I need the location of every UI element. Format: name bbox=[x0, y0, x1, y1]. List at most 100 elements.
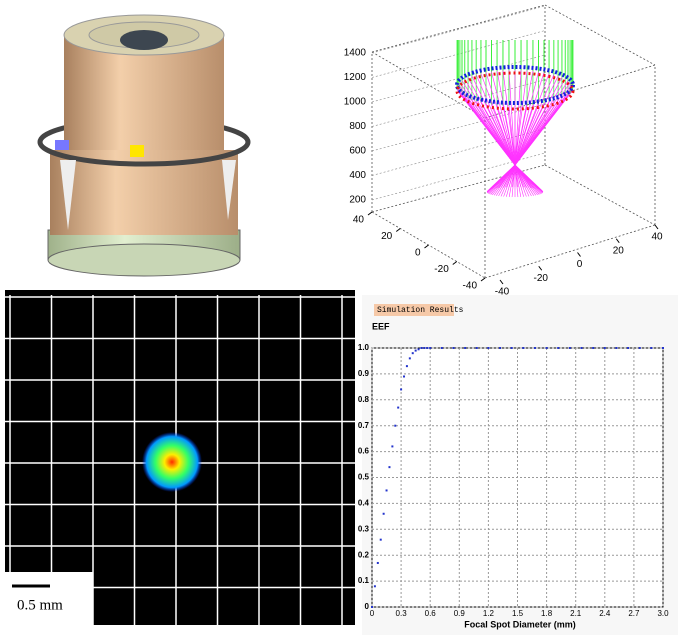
x-tick-label: 20 bbox=[381, 231, 393, 242]
data-point bbox=[580, 347, 583, 349]
data-point bbox=[403, 375, 406, 378]
x-tick-label: 2.1 bbox=[570, 609, 582, 618]
x-tick-label: 2.7 bbox=[628, 609, 640, 618]
ray-lower bbox=[498, 164, 516, 189]
x-tick bbox=[395, 228, 401, 232]
y-tick-label: 0.2 bbox=[358, 550, 370, 559]
y-tick-label: 20 bbox=[613, 245, 625, 256]
ray-magenta bbox=[514, 70, 522, 166]
x-tick bbox=[424, 244, 429, 249]
ray-lower bbox=[514, 164, 530, 188]
ray-magenta bbox=[514, 78, 566, 166]
data-point bbox=[408, 357, 411, 360]
y-tick bbox=[499, 279, 504, 285]
ray-magenta bbox=[502, 70, 516, 166]
data-point bbox=[627, 347, 630, 349]
z-grid-line bbox=[371, 128, 546, 176]
ray-magenta bbox=[496, 70, 516, 166]
box-edge bbox=[544, 164, 656, 226]
z-tick-label: 400 bbox=[349, 170, 366, 181]
y-tick-label: 0.1 bbox=[358, 576, 370, 585]
y-tick-label: 0.3 bbox=[358, 524, 370, 533]
data-point bbox=[405, 365, 408, 368]
y-tick-label: 0.6 bbox=[358, 447, 370, 456]
y-tick-label: 1.0 bbox=[358, 343, 370, 352]
data-point bbox=[426, 347, 429, 349]
ray-magenta bbox=[491, 71, 516, 166]
x-tick-label: 0.3 bbox=[396, 609, 408, 618]
data-point bbox=[592, 347, 595, 349]
spot-blob bbox=[142, 432, 202, 492]
data-point bbox=[475, 347, 478, 349]
ray-magenta bbox=[514, 73, 550, 166]
z-tick-label: 200 bbox=[349, 195, 366, 206]
ray-magenta bbox=[514, 70, 534, 166]
ray-magenta bbox=[508, 70, 516, 166]
y-tick-label: 0 bbox=[577, 259, 583, 270]
ray-magenta bbox=[514, 71, 539, 166]
data-point bbox=[522, 347, 525, 349]
ray-magenta bbox=[514, 74, 555, 166]
ray-magenta bbox=[457, 84, 516, 166]
data-point bbox=[603, 347, 606, 349]
y-tick-label: -40 bbox=[495, 287, 510, 298]
x-tick-label: 3.0 bbox=[657, 609, 669, 618]
ray-magenta bbox=[475, 74, 516, 166]
data-point bbox=[411, 352, 414, 355]
x-axis-label: Focal Spot Diameter (mm) bbox=[464, 619, 576, 629]
data-point bbox=[382, 512, 385, 515]
data-point bbox=[510, 347, 513, 349]
z-grid-line bbox=[371, 103, 546, 152]
y-tick-label: 0.4 bbox=[358, 499, 370, 508]
ray-magenta bbox=[514, 85, 573, 166]
data-point bbox=[545, 347, 548, 349]
ray-magenta bbox=[514, 72, 545, 166]
data-point bbox=[638, 347, 641, 349]
ray-magenta bbox=[485, 72, 516, 166]
ray-magenta bbox=[480, 73, 516, 166]
y-axis-label: EEF bbox=[372, 321, 390, 331]
ray-magenta bbox=[514, 77, 563, 166]
z-tick-label: 1200 bbox=[344, 72, 367, 83]
data-point bbox=[417, 348, 420, 351]
model-render bbox=[37, 14, 251, 277]
data-point bbox=[557, 347, 560, 349]
y-tick-label: 0.7 bbox=[358, 421, 370, 430]
ray-lower bbox=[514, 164, 524, 188]
x-tick bbox=[452, 261, 458, 265]
data-point bbox=[388, 466, 391, 469]
data-point bbox=[615, 347, 618, 349]
data-point bbox=[397, 406, 400, 409]
x-tick-label: 0.6 bbox=[425, 609, 437, 618]
ray-magenta bbox=[464, 78, 516, 166]
title-bg bbox=[374, 304, 454, 316]
data-point bbox=[533, 347, 536, 349]
x-tick-label: -40 bbox=[463, 281, 478, 292]
y-tick-label: 40 bbox=[651, 232, 663, 243]
z-tick-label: 1400 bbox=[344, 48, 367, 59]
ray-magenta bbox=[514, 75, 559, 166]
ray-lower bbox=[514, 164, 544, 192]
data-point bbox=[568, 347, 571, 349]
box-edge bbox=[371, 51, 486, 119]
spot-grid bbox=[5, 295, 355, 630]
box-edge bbox=[484, 224, 656, 279]
z-tick-label: 600 bbox=[349, 146, 366, 157]
ray-ring-red bbox=[455, 71, 575, 111]
y-tick bbox=[615, 238, 620, 244]
scale-label: 0.5 mm bbox=[17, 597, 63, 613]
data-point bbox=[400, 388, 403, 391]
data-point bbox=[371, 606, 373, 608]
box-edge bbox=[371, 4, 546, 53]
ray-magenta bbox=[471, 75, 516, 166]
x-tick-label: 0.9 bbox=[454, 609, 466, 618]
data-point bbox=[414, 349, 417, 352]
x-tick bbox=[480, 277, 486, 282]
y-tick-label: 0.8 bbox=[358, 395, 370, 404]
x-tick-label: 1.8 bbox=[541, 609, 553, 618]
x-tick-label: 1.5 bbox=[512, 609, 524, 618]
x-tick-label: 2.4 bbox=[599, 609, 611, 618]
z-grid-line bbox=[371, 79, 546, 127]
ray-lower bbox=[514, 164, 522, 188]
